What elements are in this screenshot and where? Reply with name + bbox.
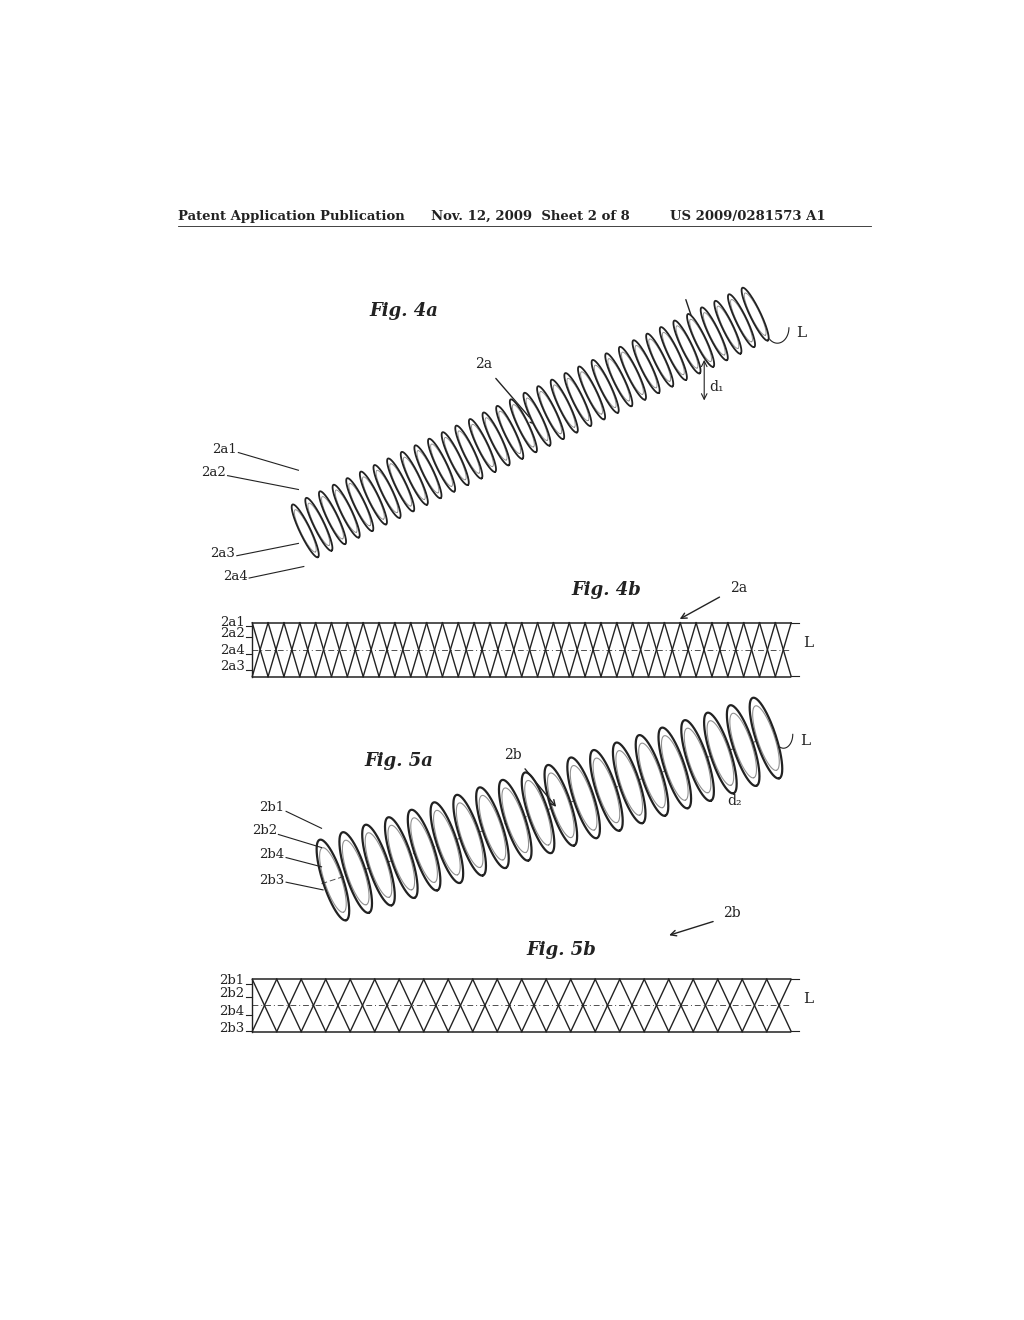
- Text: L: L: [797, 326, 807, 341]
- Polygon shape: [292, 504, 318, 557]
- Polygon shape: [374, 465, 400, 517]
- Polygon shape: [387, 458, 415, 511]
- Text: L: L: [803, 993, 813, 1006]
- Text: 2b3: 2b3: [219, 1023, 245, 1035]
- Polygon shape: [362, 825, 395, 906]
- Text: 2b1: 2b1: [259, 801, 285, 814]
- Polygon shape: [700, 308, 728, 360]
- Polygon shape: [318, 491, 346, 544]
- Polygon shape: [687, 314, 714, 367]
- Polygon shape: [456, 425, 482, 479]
- Text: 2a1: 2a1: [220, 616, 245, 628]
- Polygon shape: [499, 780, 531, 861]
- Polygon shape: [564, 374, 592, 426]
- Text: d₂: d₂: [727, 795, 742, 808]
- Polygon shape: [305, 498, 333, 550]
- Polygon shape: [636, 735, 669, 816]
- Polygon shape: [316, 840, 349, 920]
- Text: 2b4: 2b4: [259, 847, 285, 861]
- Polygon shape: [537, 387, 564, 440]
- Polygon shape: [510, 400, 537, 453]
- Polygon shape: [605, 354, 633, 407]
- Text: Fig. 5b: Fig. 5b: [526, 941, 597, 958]
- Polygon shape: [408, 809, 440, 891]
- Polygon shape: [430, 803, 463, 883]
- Polygon shape: [545, 766, 578, 846]
- Polygon shape: [346, 478, 374, 531]
- Polygon shape: [592, 360, 618, 413]
- Text: 2a: 2a: [730, 581, 746, 595]
- Polygon shape: [333, 484, 359, 537]
- Text: 2a3: 2a3: [219, 660, 245, 673]
- Text: 2b: 2b: [505, 748, 522, 762]
- Polygon shape: [385, 817, 418, 898]
- Polygon shape: [469, 418, 496, 473]
- Text: Fig. 4a: Fig. 4a: [370, 302, 438, 319]
- Polygon shape: [618, 347, 646, 400]
- Polygon shape: [578, 367, 605, 420]
- Polygon shape: [715, 301, 741, 354]
- Polygon shape: [750, 698, 782, 779]
- Polygon shape: [551, 380, 578, 433]
- Text: 2b2: 2b2: [252, 825, 276, 837]
- Text: d₁: d₁: [710, 380, 724, 393]
- Polygon shape: [658, 727, 691, 808]
- Polygon shape: [441, 432, 469, 484]
- Polygon shape: [482, 412, 510, 466]
- Polygon shape: [359, 471, 387, 524]
- Polygon shape: [659, 327, 687, 380]
- Polygon shape: [400, 451, 428, 504]
- Text: US 2009/0281573 A1: US 2009/0281573 A1: [670, 210, 825, 223]
- Polygon shape: [415, 445, 441, 498]
- Text: 2b3: 2b3: [259, 874, 285, 887]
- Text: 2a: 2a: [475, 356, 492, 371]
- Polygon shape: [728, 294, 755, 347]
- Polygon shape: [454, 795, 486, 875]
- Text: 2a2: 2a2: [202, 466, 226, 479]
- Text: 2a4: 2a4: [223, 570, 248, 583]
- Text: L: L: [803, 636, 813, 651]
- Polygon shape: [590, 750, 623, 830]
- Text: 2b4: 2b4: [219, 1005, 245, 1018]
- Text: Fig. 5a: Fig. 5a: [365, 751, 433, 770]
- Text: 2b2: 2b2: [219, 987, 245, 1001]
- Polygon shape: [646, 334, 673, 387]
- Polygon shape: [681, 721, 714, 801]
- Polygon shape: [613, 743, 645, 824]
- Polygon shape: [522, 772, 554, 853]
- Polygon shape: [741, 288, 769, 341]
- Polygon shape: [523, 393, 551, 446]
- Text: Fig. 4b: Fig. 4b: [571, 581, 641, 598]
- Text: 2a3: 2a3: [210, 548, 236, 560]
- Text: Patent Application Publication: Patent Application Publication: [178, 210, 406, 223]
- Polygon shape: [476, 787, 509, 869]
- Text: 2a1: 2a1: [212, 442, 237, 455]
- Polygon shape: [567, 758, 600, 838]
- Text: 2a4: 2a4: [220, 644, 245, 656]
- Polygon shape: [674, 321, 700, 374]
- Polygon shape: [633, 341, 659, 393]
- Text: 2a2: 2a2: [220, 627, 245, 640]
- Polygon shape: [727, 705, 760, 785]
- Text: 2b: 2b: [724, 906, 741, 920]
- Polygon shape: [705, 713, 736, 793]
- Text: L: L: [801, 734, 811, 748]
- Text: Nov. 12, 2009  Sheet 2 of 8: Nov. 12, 2009 Sheet 2 of 8: [431, 210, 630, 223]
- Polygon shape: [497, 407, 523, 459]
- Polygon shape: [339, 832, 372, 913]
- Text: 2b1: 2b1: [219, 974, 245, 987]
- Polygon shape: [428, 438, 455, 491]
